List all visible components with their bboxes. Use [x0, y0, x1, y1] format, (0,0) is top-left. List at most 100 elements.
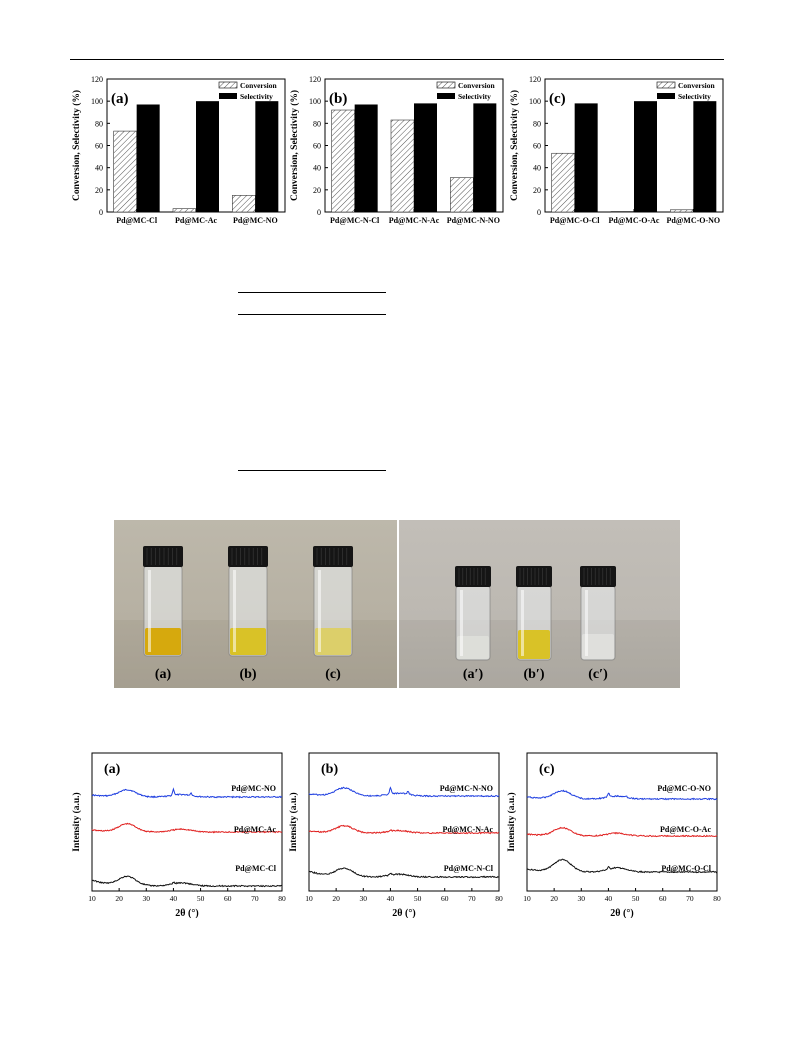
- bar-chart-c: 0 20 40 60 80 100 120 Conversion, Selectivity (…: [509, 75, 724, 225]
- bar-chart-a: 0 20 40 60 80 100 120 Conversion, Selectivity (…: [71, 75, 286, 225]
- x-tick-label: Pd@MC-NO: [233, 216, 278, 225]
- curve-label: Pd@MC-N-Ac: [442, 825, 493, 834]
- panel-label: (c): [549, 91, 566, 107]
- y-axis-label: Intensity (a.u.): [71, 792, 82, 851]
- y-axis-label: Conversion, Selectivity (%): [289, 90, 300, 201]
- legend-label-conversion: Conversion: [458, 81, 495, 90]
- x-axis-label: 2θ (°): [610, 908, 633, 918]
- bar-selectivity: [414, 103, 437, 212]
- y-tick-label: 80: [533, 119, 541, 128]
- curve-label: Pd@MC-N-Cl: [444, 864, 494, 873]
- y-tick-label: 80: [313, 119, 321, 128]
- vial-b-prime: [516, 566, 552, 661]
- xrd-curve: [91, 875, 283, 888]
- bar-selectivity: [255, 101, 279, 212]
- bar-conversion: [172, 208, 197, 213]
- bar-conversion: [390, 119, 415, 213]
- bar-conversion: [670, 209, 694, 213]
- bar-selectivity: [634, 101, 657, 212]
- x-tick-label: 30: [360, 894, 368, 903]
- bar-chart-b: 0 20 40 60 80 100 120 Conversion, Selectivity (…: [289, 75, 504, 225]
- x-tick-label: Pd@MC-N-Cl: [330, 216, 380, 225]
- x-tick-label: 40: [170, 894, 178, 903]
- x-tick-label: 70: [251, 894, 259, 903]
- vial-highlight: [585, 590, 588, 656]
- x-axis-label: 2θ (°): [175, 908, 198, 918]
- bar-selectivity: [196, 101, 219, 212]
- bar-conversion: [551, 152, 575, 213]
- x-tick-label: Pd@MC-Cl: [116, 216, 158, 225]
- x-tick-label: 20: [550, 894, 558, 903]
- x-axis-label: 2θ (°): [392, 908, 415, 918]
- x-tick-label: Pd@MC-O-Cl: [550, 216, 600, 225]
- xrd-chart-a: 10 20 30 40 50 60 70 80 2θ (°) Intensity (a.u.) (a…: [71, 752, 286, 918]
- x-tick-label: 80: [713, 894, 721, 903]
- x-tick-label: Pd@MC-N-Ac: [389, 216, 440, 225]
- x-tick-label: 10: [523, 894, 531, 903]
- xrd-curve: [308, 786, 500, 798]
- y-axis-label: Conversion, Selectivity (%): [71, 90, 82, 201]
- curve-label: Pd@MC-N-NO: [440, 784, 493, 793]
- plot-frame: [91, 752, 283, 892]
- x-tick-label: 60: [659, 894, 667, 903]
- y-tick-label: 100: [529, 97, 541, 106]
- curve-label: Pd@MC-O-NO: [657, 784, 711, 793]
- y-tick-label: 100: [309, 97, 321, 106]
- x-tick-label: 20: [115, 894, 123, 903]
- vial-highlight: [148, 570, 151, 652]
- legend-label-conversion: Conversion: [678, 81, 715, 90]
- vial-liquid: [230, 628, 266, 655]
- legend-swatch-conversion: [436, 81, 456, 89]
- vial-label: (a): [155, 667, 172, 682]
- vial-label: (c′): [588, 667, 608, 682]
- bar-selectivity: [136, 104, 160, 212]
- xrd-curve: [91, 787, 283, 799]
- legend-swatch-selectivity: [437, 93, 455, 99]
- bar-selectivity: [473, 103, 497, 212]
- curve-label: Pd@MC-Ac: [234, 825, 277, 834]
- vial-a-prime: [455, 566, 491, 661]
- y-tick-label: 60: [95, 142, 103, 151]
- vial-highlight: [318, 570, 321, 652]
- x-tick-label: Pd@MC-Ac: [175, 216, 218, 225]
- xrd-curve: [91, 822, 283, 834]
- panel-label: (c): [539, 762, 555, 777]
- x-tick-label: 20: [332, 894, 340, 903]
- bar-selectivity: [354, 104, 378, 212]
- xrd-curve: [308, 824, 500, 835]
- bar-conversion: [450, 177, 474, 213]
- vials-photo-right: (a′) (b′) (c′): [399, 520, 680, 688]
- vial-cap: [455, 566, 491, 587]
- panel-label: (b): [329, 91, 347, 107]
- y-axis-label: Intensity (a.u.): [288, 792, 299, 851]
- xrd-chart-c: 10 20 30 40 50 60 70 80 2θ (°) Intensity (a.u.) (c…: [506, 752, 721, 918]
- x-tick-label: 80: [495, 894, 503, 903]
- y-tick-label: 60: [533, 142, 541, 151]
- table-top-rule: [238, 292, 386, 293]
- xrd-chart-b: 10 20 30 40 50 60 70 80 2θ (°) Intensity (a.u.) (b…: [288, 752, 503, 918]
- legend-swatch-selectivity: [657, 93, 675, 99]
- x-tick-label: 10: [88, 894, 96, 903]
- vial-liquid: [518, 630, 550, 659]
- vial-highlight: [460, 590, 463, 656]
- x-tick-label: 60: [224, 894, 232, 903]
- y-tick-label: 40: [313, 164, 321, 173]
- vial-cap: [516, 566, 552, 587]
- legend-label-selectivity: Selectivity: [458, 92, 491, 101]
- xrd-curve: [526, 826, 718, 838]
- x-tick-label: Pd@MC-O-Ac: [609, 216, 660, 225]
- y-tick-label: 100: [91, 97, 103, 106]
- y-axis-label: Intensity (a.u.): [506, 792, 517, 851]
- x-tick-label: 30: [143, 894, 151, 903]
- vial-cap: [313, 546, 353, 567]
- plot-frame: [308, 752, 500, 892]
- vial-cap: [228, 546, 268, 567]
- vial-b: [228, 546, 268, 657]
- y-tick-label: 120: [91, 75, 103, 84]
- legend-swatch-conversion: [218, 81, 238, 89]
- vial-liquid: [457, 636, 489, 659]
- vial-highlight: [233, 570, 236, 652]
- bar-conversion: [113, 130, 137, 213]
- x-tick-label: 10: [305, 894, 313, 903]
- legend-label-selectivity: Selectivity: [678, 92, 711, 101]
